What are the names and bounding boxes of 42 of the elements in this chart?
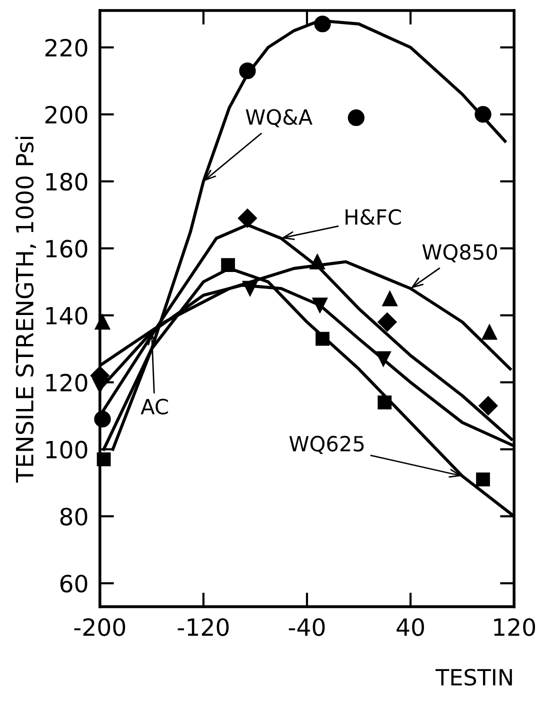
point [314,16,331,32]
y-axis-title: TENSILE STRENGTH, 1000 Psi [15,136,36,483]
point [96,452,111,466]
y-tick-label: 80 [60,508,88,526]
point [94,410,111,428]
point [221,258,235,272]
point [482,324,498,340]
annotation: WQ850 [422,244,498,262]
annotation: H&FC [346,209,401,225]
x-tick-label: -200 [74,618,126,636]
point [239,62,256,80]
x-axis-title: TESTIN [436,668,512,686]
point [310,254,325,270]
point [376,351,391,366]
y-tick-label: 100 [46,440,88,459]
point [476,472,490,486]
y-tick-label: 180 [46,172,88,191]
x-tick-label: 120 [494,618,536,636]
annotation: WQ&A [246,109,312,128]
point [478,396,498,416]
point [316,332,330,346]
y-tick-label: 60 [60,574,88,593]
y-tick-label: 160 [46,240,88,258]
y-tick-label: 140 [46,306,88,325]
annotation: WQ625 [289,436,364,454]
point [238,208,257,228]
y-tick-label: 220 [45,38,88,57]
point [348,109,365,126]
point [474,106,492,123]
annotation: AC [140,398,168,414]
point [312,298,328,313]
y-tick-label: 120 [46,374,88,392]
x-tick-label: -120 [178,618,229,636]
y-tick-label: 200 [45,106,88,124]
x-tick-label: -40 [288,618,325,636]
point [378,395,392,410]
x-tick-label: 40 [396,618,424,636]
point [382,290,398,306]
point [94,314,110,330]
point [242,280,258,296]
point [378,312,397,332]
point [92,378,108,394]
